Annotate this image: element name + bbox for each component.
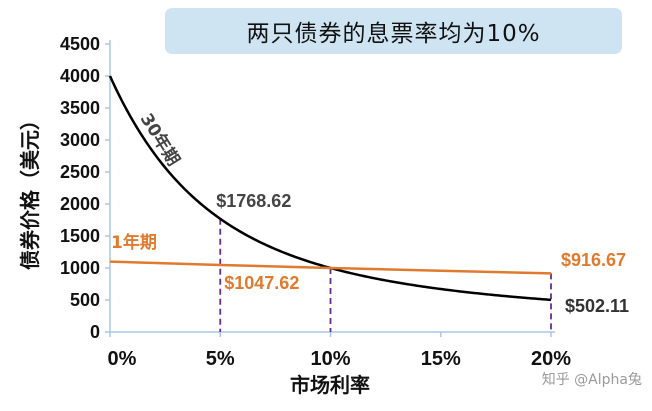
data-label: $1768.62 (216, 191, 291, 211)
x-tick-label: 15% (421, 348, 461, 370)
data-label: $916.67 (561, 250, 626, 270)
x-tick-label: 20% (531, 348, 571, 370)
x-tick-label: 5% (206, 348, 235, 370)
data-label: $1047.62 (224, 273, 299, 293)
y-tick-label: 4500 (60, 34, 100, 54)
series-line-1-year (109, 260, 552, 275)
y-tick-label: 3500 (60, 98, 100, 118)
y-tick-label: 3000 (60, 130, 100, 150)
y-axis-title: 债券价格（美元） (18, 110, 42, 270)
watermark: 知乎 @Alpha兔 (541, 372, 642, 388)
y-tick-label: 2500 (60, 162, 100, 182)
x-axis-title: 市场利率 (290, 373, 370, 397)
data-label: $502.11 (565, 296, 629, 316)
y-tick-label: 500 (70, 290, 100, 310)
x-tick-label: 10% (310, 348, 350, 370)
y-tick-label: 0 (90, 322, 100, 342)
y-tick-label: 2000 (60, 194, 100, 214)
y-tick-label: 1500 (60, 226, 100, 246)
chart-title: 两只债券的息票率均为10% (165, 8, 622, 54)
x-tick-label: 0% (108, 348, 137, 370)
y-tick-label: 1000 (60, 258, 100, 278)
series-line-30-year (108, 75, 552, 302)
series-label-1-year: 1年期 (111, 232, 157, 253)
y-tick-label: 4000 (60, 66, 100, 86)
